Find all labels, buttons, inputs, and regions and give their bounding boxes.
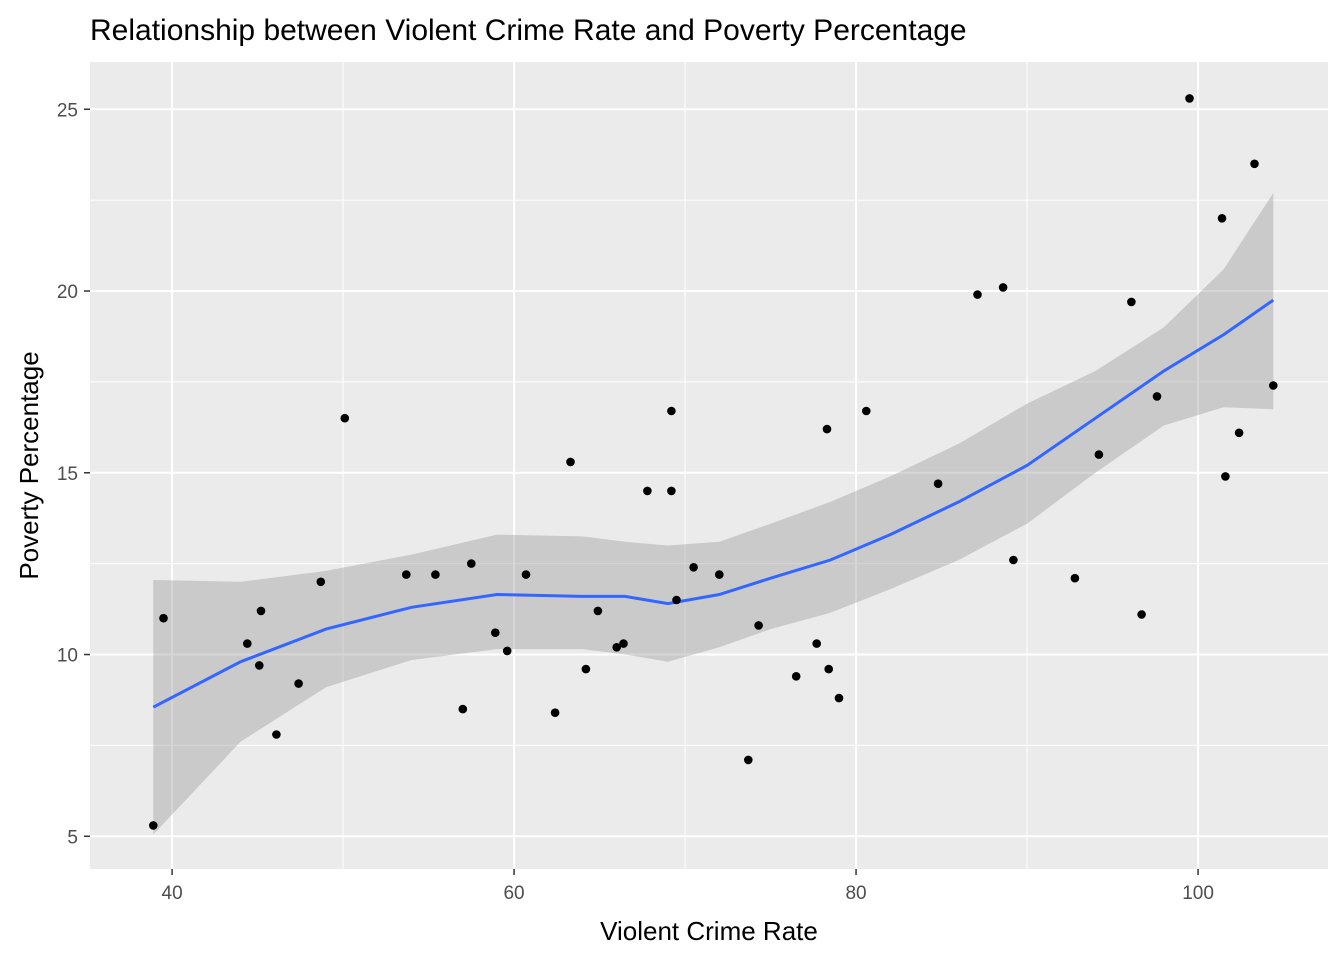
data-point [834,693,844,703]
data-point [667,406,676,416]
data-point [1269,381,1278,390]
x-axis-ticks: 40 60 80 100 [162,869,1214,904]
x-tick-label: 100 [1182,883,1214,904]
data-point [1127,297,1136,307]
data-point [467,559,476,568]
data-point [824,664,833,674]
y-tick-label: 10 [57,646,78,667]
plot-panel [90,62,1328,869]
data-point [1152,392,1162,401]
data-point [998,283,1008,292]
data-point [822,424,832,434]
data-point [294,679,303,688]
data-point [1185,94,1194,103]
data-point [667,486,676,496]
data-point [689,563,698,572]
y-tick-label: 20 [57,282,78,303]
data-point [566,457,575,467]
data-point [1234,428,1244,438]
y-axis-ticks: 5 10 15 20 25 [57,100,90,848]
data-point [744,755,753,765]
data-point [812,639,821,648]
data-point [458,704,468,714]
y-tick-label: 15 [57,464,78,485]
data-point [1070,573,1080,583]
data-point [933,479,943,489]
data-point [612,643,621,652]
data-point [316,577,326,587]
data-point [862,406,871,416]
smooth-line [152,298,1275,709]
data-point [550,708,560,717]
x-tick-label: 80 [845,883,866,904]
data-point [431,570,440,579]
grid-minor [90,62,1328,869]
data-point [502,646,512,656]
x-axis-title: Violent Crime Rate [600,916,818,946]
y-tick-label: 25 [57,100,78,121]
data-point [256,606,266,616]
data-point [1009,555,1018,565]
data-points [149,94,1278,830]
y-tick-label: 5 [67,827,78,848]
x-tick-label: 60 [503,883,524,904]
data-point [581,664,591,674]
data-point [243,639,252,648]
data-point [643,486,652,496]
data-point [340,413,350,423]
data-point [973,290,982,299]
y-axis-title: Poverty Percentage [14,351,44,579]
chart-title: Relationship between Violent Crime Rate … [90,14,967,47]
data-point [619,639,628,648]
data-point [491,628,500,637]
data-point [715,570,724,579]
data-point [1221,472,1230,481]
data-point [1094,450,1104,459]
x-tick-label: 40 [162,883,183,904]
data-point [1250,159,1259,169]
data-point [1217,214,1227,223]
data-point [521,570,531,579]
data-point [754,621,763,630]
data-point [149,821,158,830]
data-point [1137,610,1146,619]
data-point [791,672,801,681]
data-point [159,613,168,623]
data-point [254,661,264,670]
grid-major [90,62,1328,869]
data-point [402,570,411,579]
data-point [272,730,281,739]
data-point [593,606,603,616]
data-point [672,595,681,605]
